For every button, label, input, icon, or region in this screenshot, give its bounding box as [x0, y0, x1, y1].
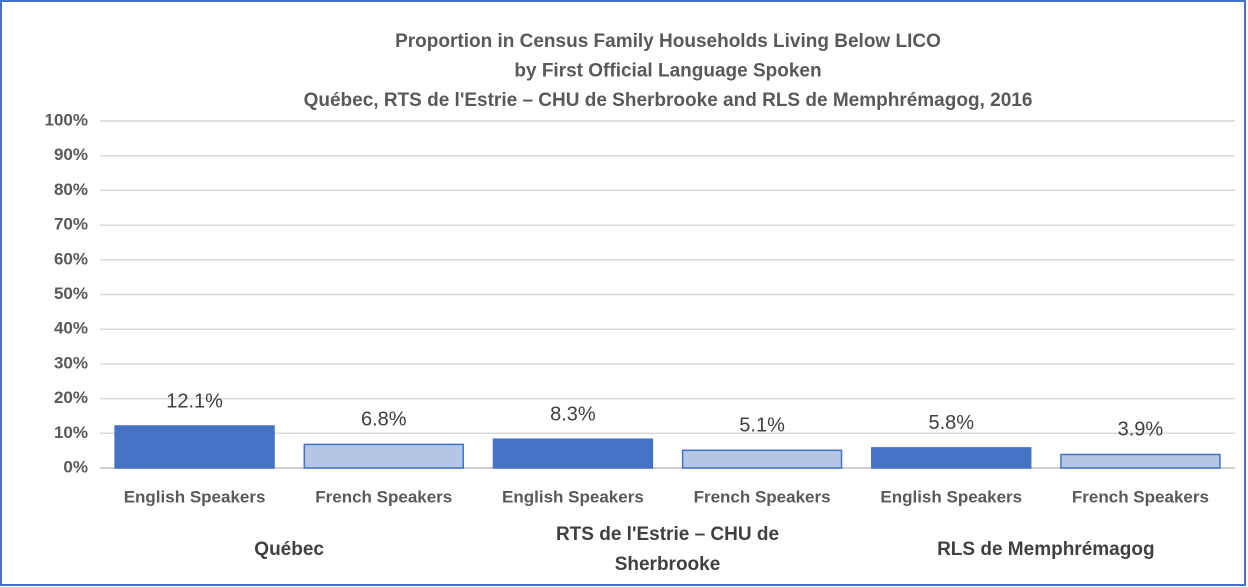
y-tick-label: 30% [54, 353, 88, 372]
data-label: 12.1% [166, 390, 223, 412]
x-tick-label: English Speakers [124, 487, 266, 506]
data-label: 5.8% [928, 412, 974, 434]
bar [492, 438, 654, 469]
y-tick-label: 100% [45, 110, 88, 129]
x-tick-label: French Speakers [315, 487, 452, 506]
y-tick-label: 20% [54, 388, 88, 407]
bar [681, 449, 843, 469]
group-label: RLS de Memphrémagog [937, 539, 1155, 560]
x-tick-label: French Speakers [1072, 487, 1209, 506]
x-tick-label: French Speakers [694, 487, 831, 506]
y-tick-label: 40% [54, 319, 88, 338]
y-tick-label: 90% [54, 145, 88, 164]
bar [303, 443, 464, 469]
y-tick-label: 80% [54, 180, 88, 199]
bar [1060, 453, 1221, 469]
x-tick-label: English Speakers [502, 487, 644, 506]
y-tick-label: 70% [54, 215, 88, 234]
group-label: Québec [254, 539, 324, 560]
x-tick-label: English Speakers [880, 487, 1022, 506]
y-tick-label: 10% [54, 423, 88, 442]
data-label: 6.8% [361, 409, 407, 431]
y-tick-label: 50% [54, 284, 88, 303]
chart-title: Proportion in Census Family Households L… [395, 31, 941, 52]
y-tick-label: 60% [54, 249, 88, 268]
group-label: RTS de l'Estrie – CHU de Sherbrooke [555, 524, 780, 575]
chart-title: Québec, RTS de l'Estrie – CHU de Sherbro… [304, 90, 1033, 111]
data-label: 8.3% [550, 403, 596, 425]
y-tick-label: 0% [63, 457, 88, 476]
bar [871, 447, 1032, 469]
data-label: 5.1% [739, 415, 785, 437]
data-label: 3.9% [1118, 419, 1164, 441]
bar [114, 425, 275, 469]
chart-title: by First Official Language Spoken [514, 61, 821, 82]
